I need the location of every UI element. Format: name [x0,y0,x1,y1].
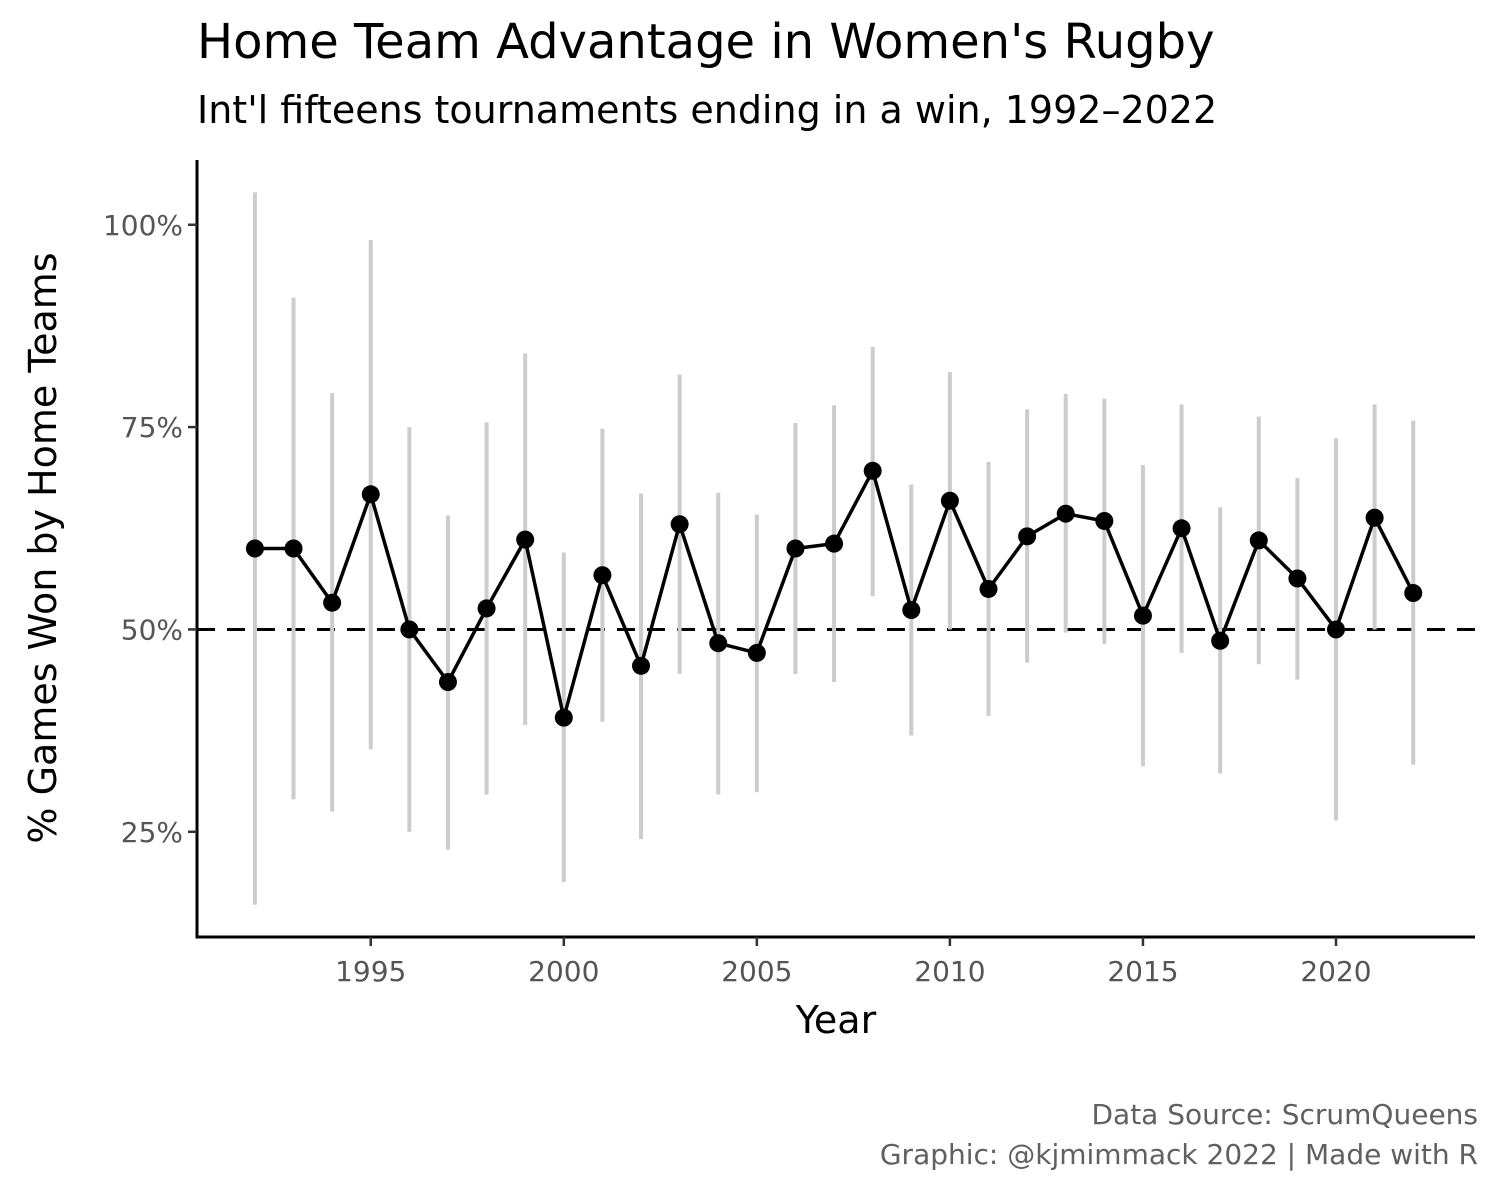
y-tick-label-75pct: 75% [121,411,183,444]
data-point-2017 [1211,631,1230,650]
data-point-2003 [670,515,689,534]
x-tick-label-2020: 2020 [1300,955,1371,988]
data-point-2013 [1056,504,1075,523]
data-point-2007 [825,534,844,553]
data-point-2006 [786,539,805,558]
data-point-1994 [323,593,342,612]
data-point-2020 [1327,620,1346,639]
data-point-2012 [1018,527,1037,546]
caption-source: Data Source: ScrumQueens [1091,1098,1478,1131]
data-point-2021 [1365,508,1384,527]
y-tick-label-100pct: 100% [103,209,183,242]
data-point-2016 [1172,519,1191,538]
data-point-1998 [477,599,496,618]
data-point-2011 [979,579,998,598]
data-point-1993 [284,539,303,558]
data-point-2010 [940,491,959,510]
chart-subtitle: Int'l fifteens tournaments ending in a w… [197,88,1218,132]
x-axis-title: Year [795,998,877,1042]
data-point-2022 [1404,584,1423,603]
data-point-2005 [747,643,766,662]
y-axis-title: % Games Won by Home Teams [21,252,65,843]
y-tick-label-25pct: 25% [121,816,183,849]
data-point-1995 [361,485,380,504]
data-point-1996 [400,620,419,639]
caption-credit: Graphic: @kjmimmack 2022 | Made with R [879,1138,1478,1171]
data-point-2019 [1288,569,1307,588]
data-point-1997 [438,673,457,692]
data-point-2014 [1095,511,1114,530]
data-point-2004 [709,634,728,653]
data-point-2000 [554,708,573,727]
x-tick-label-2015: 2015 [1107,955,1178,988]
tick-layer: 1995 2000 2005 2010 2015 2020 25% 50% 75% 100% [103,209,1372,988]
y-tick-label-50pct: 50% [121,613,183,646]
data-point-2018 [1249,531,1268,550]
x-tick-label-2000: 2000 [528,955,599,988]
data-point-1999 [516,530,535,549]
data-point-2015 [1133,606,1152,625]
x-tick-label-2010: 2010 [914,955,985,988]
x-tick-label-2005: 2005 [721,955,792,988]
chart-title: Home Team Advantage in Women's Rugby [197,14,1215,70]
data-point-2008 [863,461,882,480]
data-point-2002 [632,656,651,675]
data-point-1992 [245,539,264,558]
data-point-2009 [902,601,921,620]
axis-layer [195,160,1475,939]
data-point-2001 [593,566,612,585]
x-tick-label-1995: 1995 [335,955,406,988]
data-point-layer [245,461,1423,727]
